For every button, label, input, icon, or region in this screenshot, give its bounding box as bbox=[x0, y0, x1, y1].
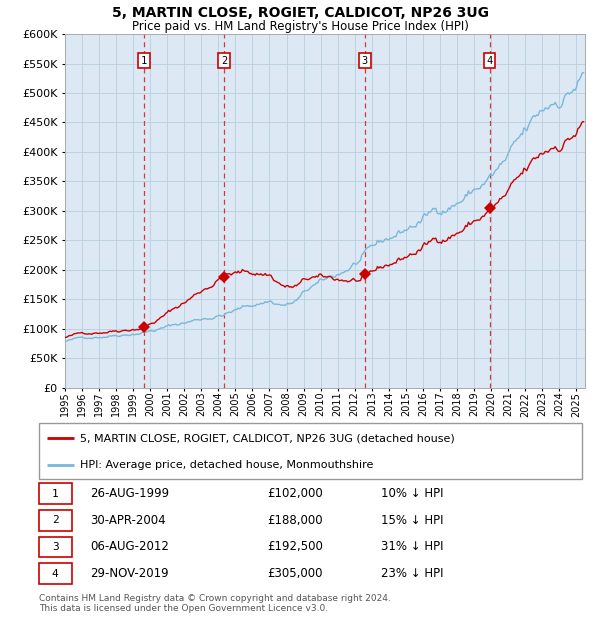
Text: 31% ↓ HPI: 31% ↓ HPI bbox=[381, 541, 443, 554]
Text: 29-NOV-2019: 29-NOV-2019 bbox=[91, 567, 169, 580]
Text: 3: 3 bbox=[362, 56, 368, 66]
Text: 23% ↓ HPI: 23% ↓ HPI bbox=[381, 567, 443, 580]
Text: 2: 2 bbox=[221, 56, 227, 66]
Text: £102,000: £102,000 bbox=[267, 487, 323, 500]
Text: HPI: Average price, detached house, Monmouthshire: HPI: Average price, detached house, Monm… bbox=[80, 459, 373, 470]
Text: 4: 4 bbox=[52, 569, 59, 578]
FancyBboxPatch shape bbox=[39, 563, 71, 584]
Text: 1: 1 bbox=[52, 489, 59, 499]
Text: 30-APR-2004: 30-APR-2004 bbox=[91, 514, 166, 527]
Text: £188,000: £188,000 bbox=[267, 514, 323, 527]
Text: Price paid vs. HM Land Registry's House Price Index (HPI): Price paid vs. HM Land Registry's House … bbox=[131, 20, 469, 33]
Text: £305,000: £305,000 bbox=[267, 567, 323, 580]
Text: 10% ↓ HPI: 10% ↓ HPI bbox=[381, 487, 443, 500]
Text: 5, MARTIN CLOSE, ROGIET, CALDICOT, NP26 3UG: 5, MARTIN CLOSE, ROGIET, CALDICOT, NP26 … bbox=[112, 6, 488, 20]
Text: 06-AUG-2012: 06-AUG-2012 bbox=[91, 541, 169, 554]
Text: 1: 1 bbox=[141, 56, 147, 66]
Text: Contains HM Land Registry data © Crown copyright and database right 2024.
This d: Contains HM Land Registry data © Crown c… bbox=[39, 594, 391, 613]
Text: 5, MARTIN CLOSE, ROGIET, CALDICOT, NP26 3UG (detached house): 5, MARTIN CLOSE, ROGIET, CALDICOT, NP26 … bbox=[80, 433, 454, 443]
Text: 3: 3 bbox=[52, 542, 59, 552]
FancyBboxPatch shape bbox=[39, 537, 71, 557]
Text: £192,500: £192,500 bbox=[267, 541, 323, 554]
Text: 15% ↓ HPI: 15% ↓ HPI bbox=[381, 514, 443, 527]
Text: 26-AUG-1999: 26-AUG-1999 bbox=[91, 487, 170, 500]
Text: 2: 2 bbox=[52, 515, 59, 525]
Text: 4: 4 bbox=[487, 56, 493, 66]
FancyBboxPatch shape bbox=[39, 484, 71, 504]
FancyBboxPatch shape bbox=[39, 510, 71, 531]
